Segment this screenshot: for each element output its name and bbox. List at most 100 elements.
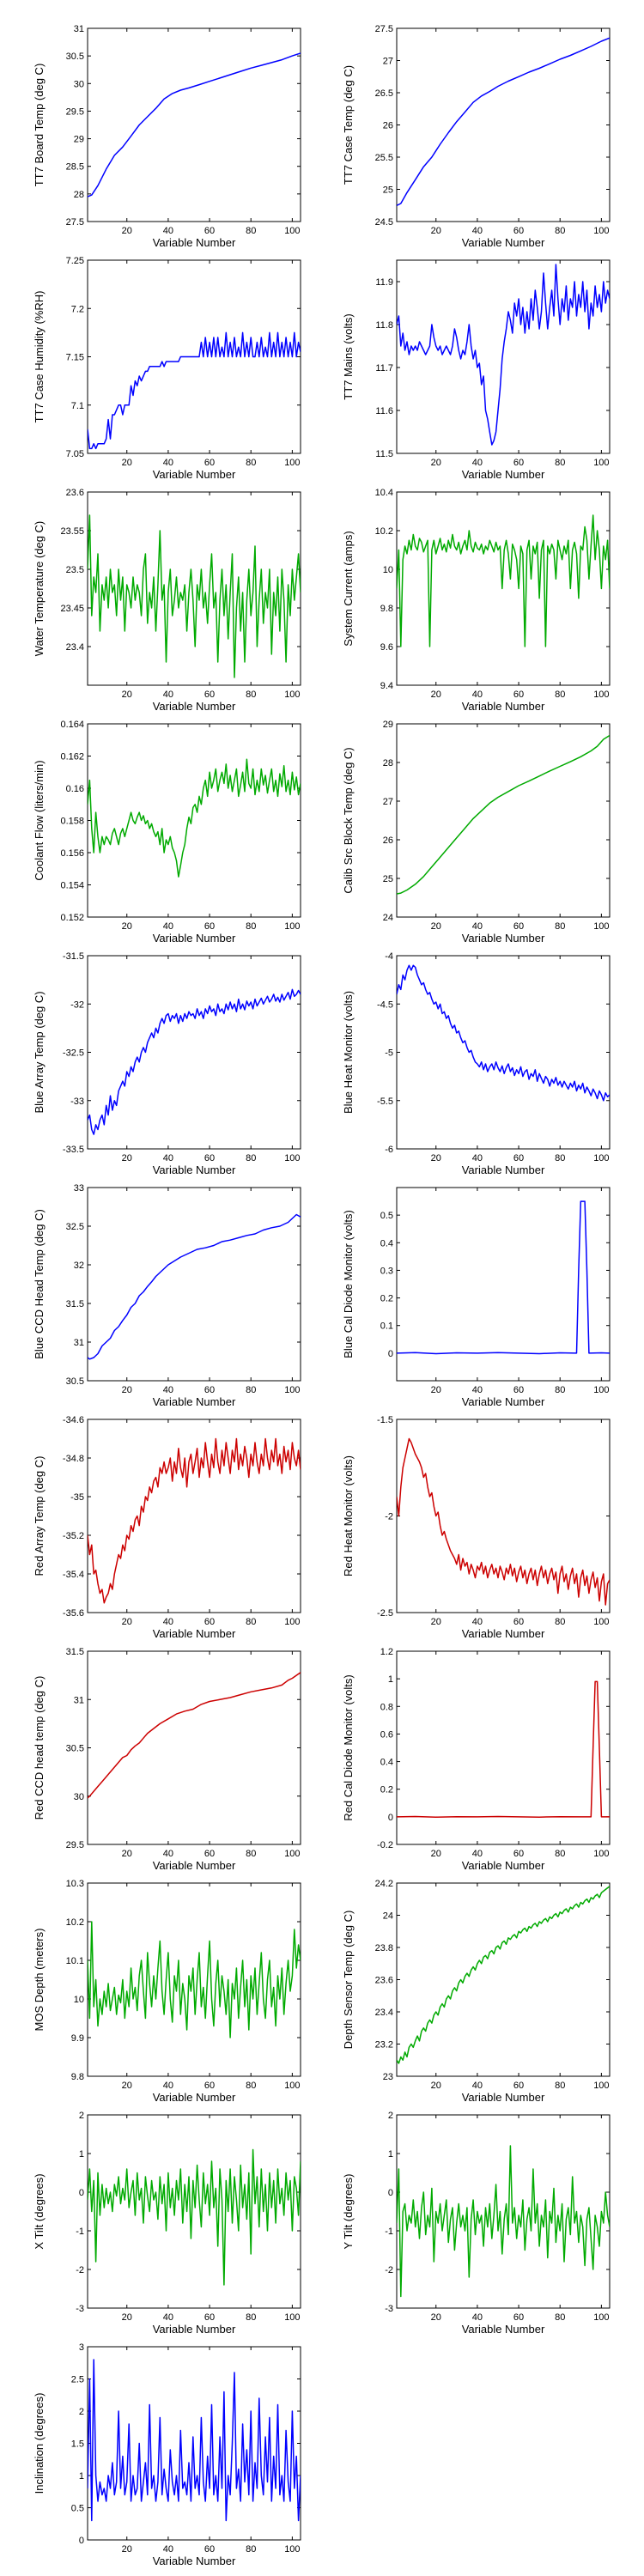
y-tick-label: 23.2 xyxy=(375,2040,393,2050)
x-tick-label: 80 xyxy=(555,1153,565,1163)
x-tick-label: 40 xyxy=(163,1617,173,1627)
y-tick-label: 23.8 xyxy=(375,1943,393,1953)
x-tick-label: 80 xyxy=(555,921,565,932)
y-tick-label: 10.3 xyxy=(66,1879,84,1889)
x-tick-label: 60 xyxy=(204,2312,215,2323)
subplot: 20 40 60 80 100 0.152 0.154 0.156 0.158 0.16 0.162… xyxy=(33,720,301,945)
y-tick-label: 30 xyxy=(74,79,84,89)
y-tick-label: 11.5 xyxy=(375,449,393,459)
y-tick-label: 0.2 xyxy=(380,1294,393,1304)
y-tick-label: 31.5 xyxy=(66,1647,84,1657)
y-tick-label: 24.2 xyxy=(375,1879,393,1889)
x-tick-label: 100 xyxy=(284,1385,300,1395)
subplot: 20 40 60 80 100 27.5 28 28.5 29 29.5 30 30.5 31 Varia… xyxy=(33,24,301,249)
x-tick-label: 60 xyxy=(513,226,524,236)
x-axis-label: Variable Number xyxy=(462,700,545,713)
y-tick-label: 29.5 xyxy=(66,106,84,117)
y-tick-label: -33 xyxy=(70,1097,84,1107)
y-tick-label: 1 xyxy=(388,1674,393,1685)
x-tick-label: 40 xyxy=(472,2312,483,2323)
y-tick-label: 10 xyxy=(383,565,393,575)
x-axis-label: Variable Number xyxy=(462,932,545,945)
y-tick-label: 11.7 xyxy=(375,363,393,374)
y-tick-label: -2 xyxy=(76,2265,84,2275)
series-line xyxy=(397,964,610,1102)
y-tick-label: 1 xyxy=(388,2149,393,2160)
y-tick-label: -6 xyxy=(385,1145,393,1155)
series-line xyxy=(88,1213,301,1360)
x-tick-label: 80 xyxy=(246,458,256,468)
y-tick-label: 23.4 xyxy=(66,642,84,653)
y-tick-label: 9.8 xyxy=(71,2072,84,2082)
series-line xyxy=(88,2359,301,2522)
y-tick-label: 23.5 xyxy=(66,565,84,575)
x-tick-label: 80 xyxy=(246,2312,256,2323)
y-tick-label: 0.6 xyxy=(380,1729,393,1740)
x-tick-label: 40 xyxy=(163,2544,173,2555)
y-tick-label: -4 xyxy=(385,951,393,962)
y-tick-label: -32.5 xyxy=(63,1048,84,1059)
y-tick-label: 7.25 xyxy=(66,256,84,266)
y-tick-label: 32 xyxy=(74,1261,84,1271)
y-axis-label: Blue Array Temp (deg C) xyxy=(33,991,46,1113)
x-tick-label: 40 xyxy=(472,1385,483,1395)
x-tick-label: 100 xyxy=(284,226,300,236)
y-tick-label: 0.4 xyxy=(380,1758,393,1768)
x-tick-label: 20 xyxy=(122,1849,132,1859)
axes-box xyxy=(87,1187,301,1382)
subplot: 20 40 60 80 100 9.4 9.6 9.8 10 10.2 10.4 Variable N… xyxy=(342,488,611,713)
subplot: 20 40 60 80 100 9.8 9.9 10 10.1 10.2 10.3 Variable … xyxy=(33,1879,301,2104)
x-tick-label: 60 xyxy=(513,1617,524,1627)
subplot: 20 40 60 80 100 24 25 26 27 28 29 Variable Number Ca… xyxy=(342,720,611,945)
axes-box xyxy=(396,1882,611,2077)
x-tick-label: 20 xyxy=(122,921,132,932)
x-axis-label: Variable Number xyxy=(153,468,236,481)
y-axis-label: Blue Heat Monitor (volts) xyxy=(342,991,355,1114)
subplot: 20 40 60 80 100 23.4 23.45 23.5 23.55 23.6 Variabl… xyxy=(33,488,301,713)
x-axis-label: Variable Number xyxy=(153,700,236,713)
y-tick-label: 9.9 xyxy=(71,2033,84,2044)
x-tick-label: 20 xyxy=(122,458,132,468)
y-tick-label: 0 xyxy=(388,1813,393,1823)
y-tick-label: -35.2 xyxy=(63,1531,84,1541)
x-tick-label: 20 xyxy=(122,226,132,236)
y-tick-label: 0.154 xyxy=(60,881,84,891)
y-axis-label: Blue CCD Head Temp (deg C) xyxy=(33,1209,46,1359)
y-axis-label: Y Tilt (degrees) xyxy=(342,2174,355,2250)
series-line xyxy=(397,1437,610,1606)
axes-box xyxy=(396,723,611,918)
y-tick-label: 24 xyxy=(383,1911,393,1922)
y-axis-label: Coolant Flow (liters/min) xyxy=(33,760,46,880)
x-tick-label: 40 xyxy=(472,690,483,700)
y-tick-label: 27.5 xyxy=(375,24,393,34)
x-axis-label: Variable Number xyxy=(153,1627,236,1640)
y-tick-label: 31.5 xyxy=(66,1299,84,1309)
y-tick-label: 27 xyxy=(383,57,393,67)
x-tick-label: 20 xyxy=(431,2312,441,2323)
x-axis-label: Variable Number xyxy=(153,236,236,249)
y-tick-label: 0.158 xyxy=(60,817,84,827)
y-tick-label: 33 xyxy=(74,1183,84,1194)
x-axis-label: Variable Number xyxy=(462,1163,545,1176)
x-axis-label: Variable Number xyxy=(462,236,545,249)
x-tick-label: 40 xyxy=(163,2312,173,2323)
subplot: 20 40 60 80 100 -35.6 -35.4 -35.2 -35 -34.8 -34.6 V… xyxy=(33,1415,301,1640)
y-axis-label: TT7 Case Temp (deg C) xyxy=(342,65,355,185)
x-tick-label: 40 xyxy=(163,921,173,932)
x-tick-label: 80 xyxy=(246,2081,256,2091)
x-axis-label: Variable Number xyxy=(153,2555,236,2567)
series-line xyxy=(397,37,610,206)
x-tick-label: 100 xyxy=(593,1617,609,1627)
axes-box xyxy=(87,1419,301,1613)
y-tick-label: 10.2 xyxy=(66,1917,84,1928)
x-tick-label: 20 xyxy=(431,226,441,236)
axes-box xyxy=(87,723,301,918)
y-tick-label: 0.2 xyxy=(380,1785,393,1795)
x-axis-label: Variable Number xyxy=(153,2323,236,2336)
x-tick-label: 80 xyxy=(246,1849,256,1859)
y-tick-label: 7.2 xyxy=(71,304,84,314)
y-tick-label: -0.2 xyxy=(377,1840,393,1850)
y-axis-label: Red Heat Monitor (volts) xyxy=(342,1455,355,1577)
y-tick-label: 28 xyxy=(383,758,393,769)
